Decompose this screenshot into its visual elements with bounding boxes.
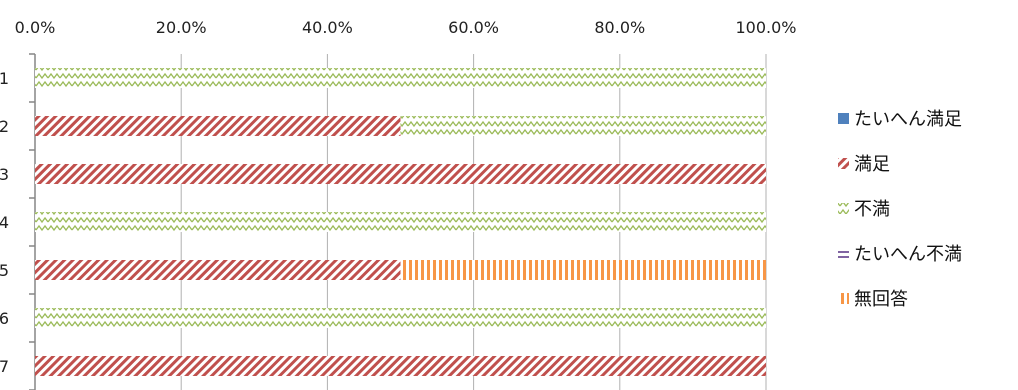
legend-swatch-3: [838, 248, 849, 259]
bar-1-series-2: [35, 68, 766, 88]
x-tick-label: 100.0%: [735, 18, 796, 37]
bar-2-series-1: [35, 116, 401, 136]
bar-5-series-4: [400, 260, 766, 280]
x-tick-label: 0.0%: [15, 18, 56, 37]
legend-swatch-2: [838, 203, 849, 214]
legend-label-2: 不満: [854, 199, 890, 220]
bar-7-series-1: [35, 356, 766, 376]
legend-swatch-0: [838, 113, 849, 124]
x-tick-label: 60.0%: [448, 18, 499, 37]
category-label: 4: [0, 213, 9, 232]
x-tick-label: 80.0%: [594, 18, 645, 37]
x-tick-label: 40.0%: [302, 18, 353, 37]
category-label: 6: [0, 309, 9, 328]
bars: [35, 68, 766, 376]
category-label: 2: [0, 117, 9, 136]
x-tick-labels: 0.0% 20.0% 40.0% 60.0% 80.0% 100.0%: [15, 18, 797, 37]
category-label: 3: [0, 165, 9, 184]
bar-3-series-1: [35, 164, 766, 184]
category-labels: 1 2 3 4 5 6 7: [0, 69, 9, 376]
legend-label-3: たいへん不満: [854, 244, 962, 265]
legend-label-4: 無回答: [854, 289, 908, 310]
category-label: 1: [0, 69, 9, 88]
bar-6-series-2: [35, 308, 766, 328]
category-label: 7: [0, 357, 9, 376]
legend-label-1: 満足: [854, 154, 890, 175]
x-tick-label: 20.0%: [156, 18, 207, 37]
legend-swatch-1: [838, 158, 849, 169]
legend-swatch-4: [838, 293, 849, 304]
legend-label-0: たいへん満足: [854, 109, 962, 130]
bar-5-series-1: [35, 260, 401, 280]
bar-2-series-2: [400, 116, 766, 136]
bar-4-series-2: [35, 212, 766, 232]
category-label: 5: [0, 261, 9, 280]
axes: [29, 53, 36, 390]
